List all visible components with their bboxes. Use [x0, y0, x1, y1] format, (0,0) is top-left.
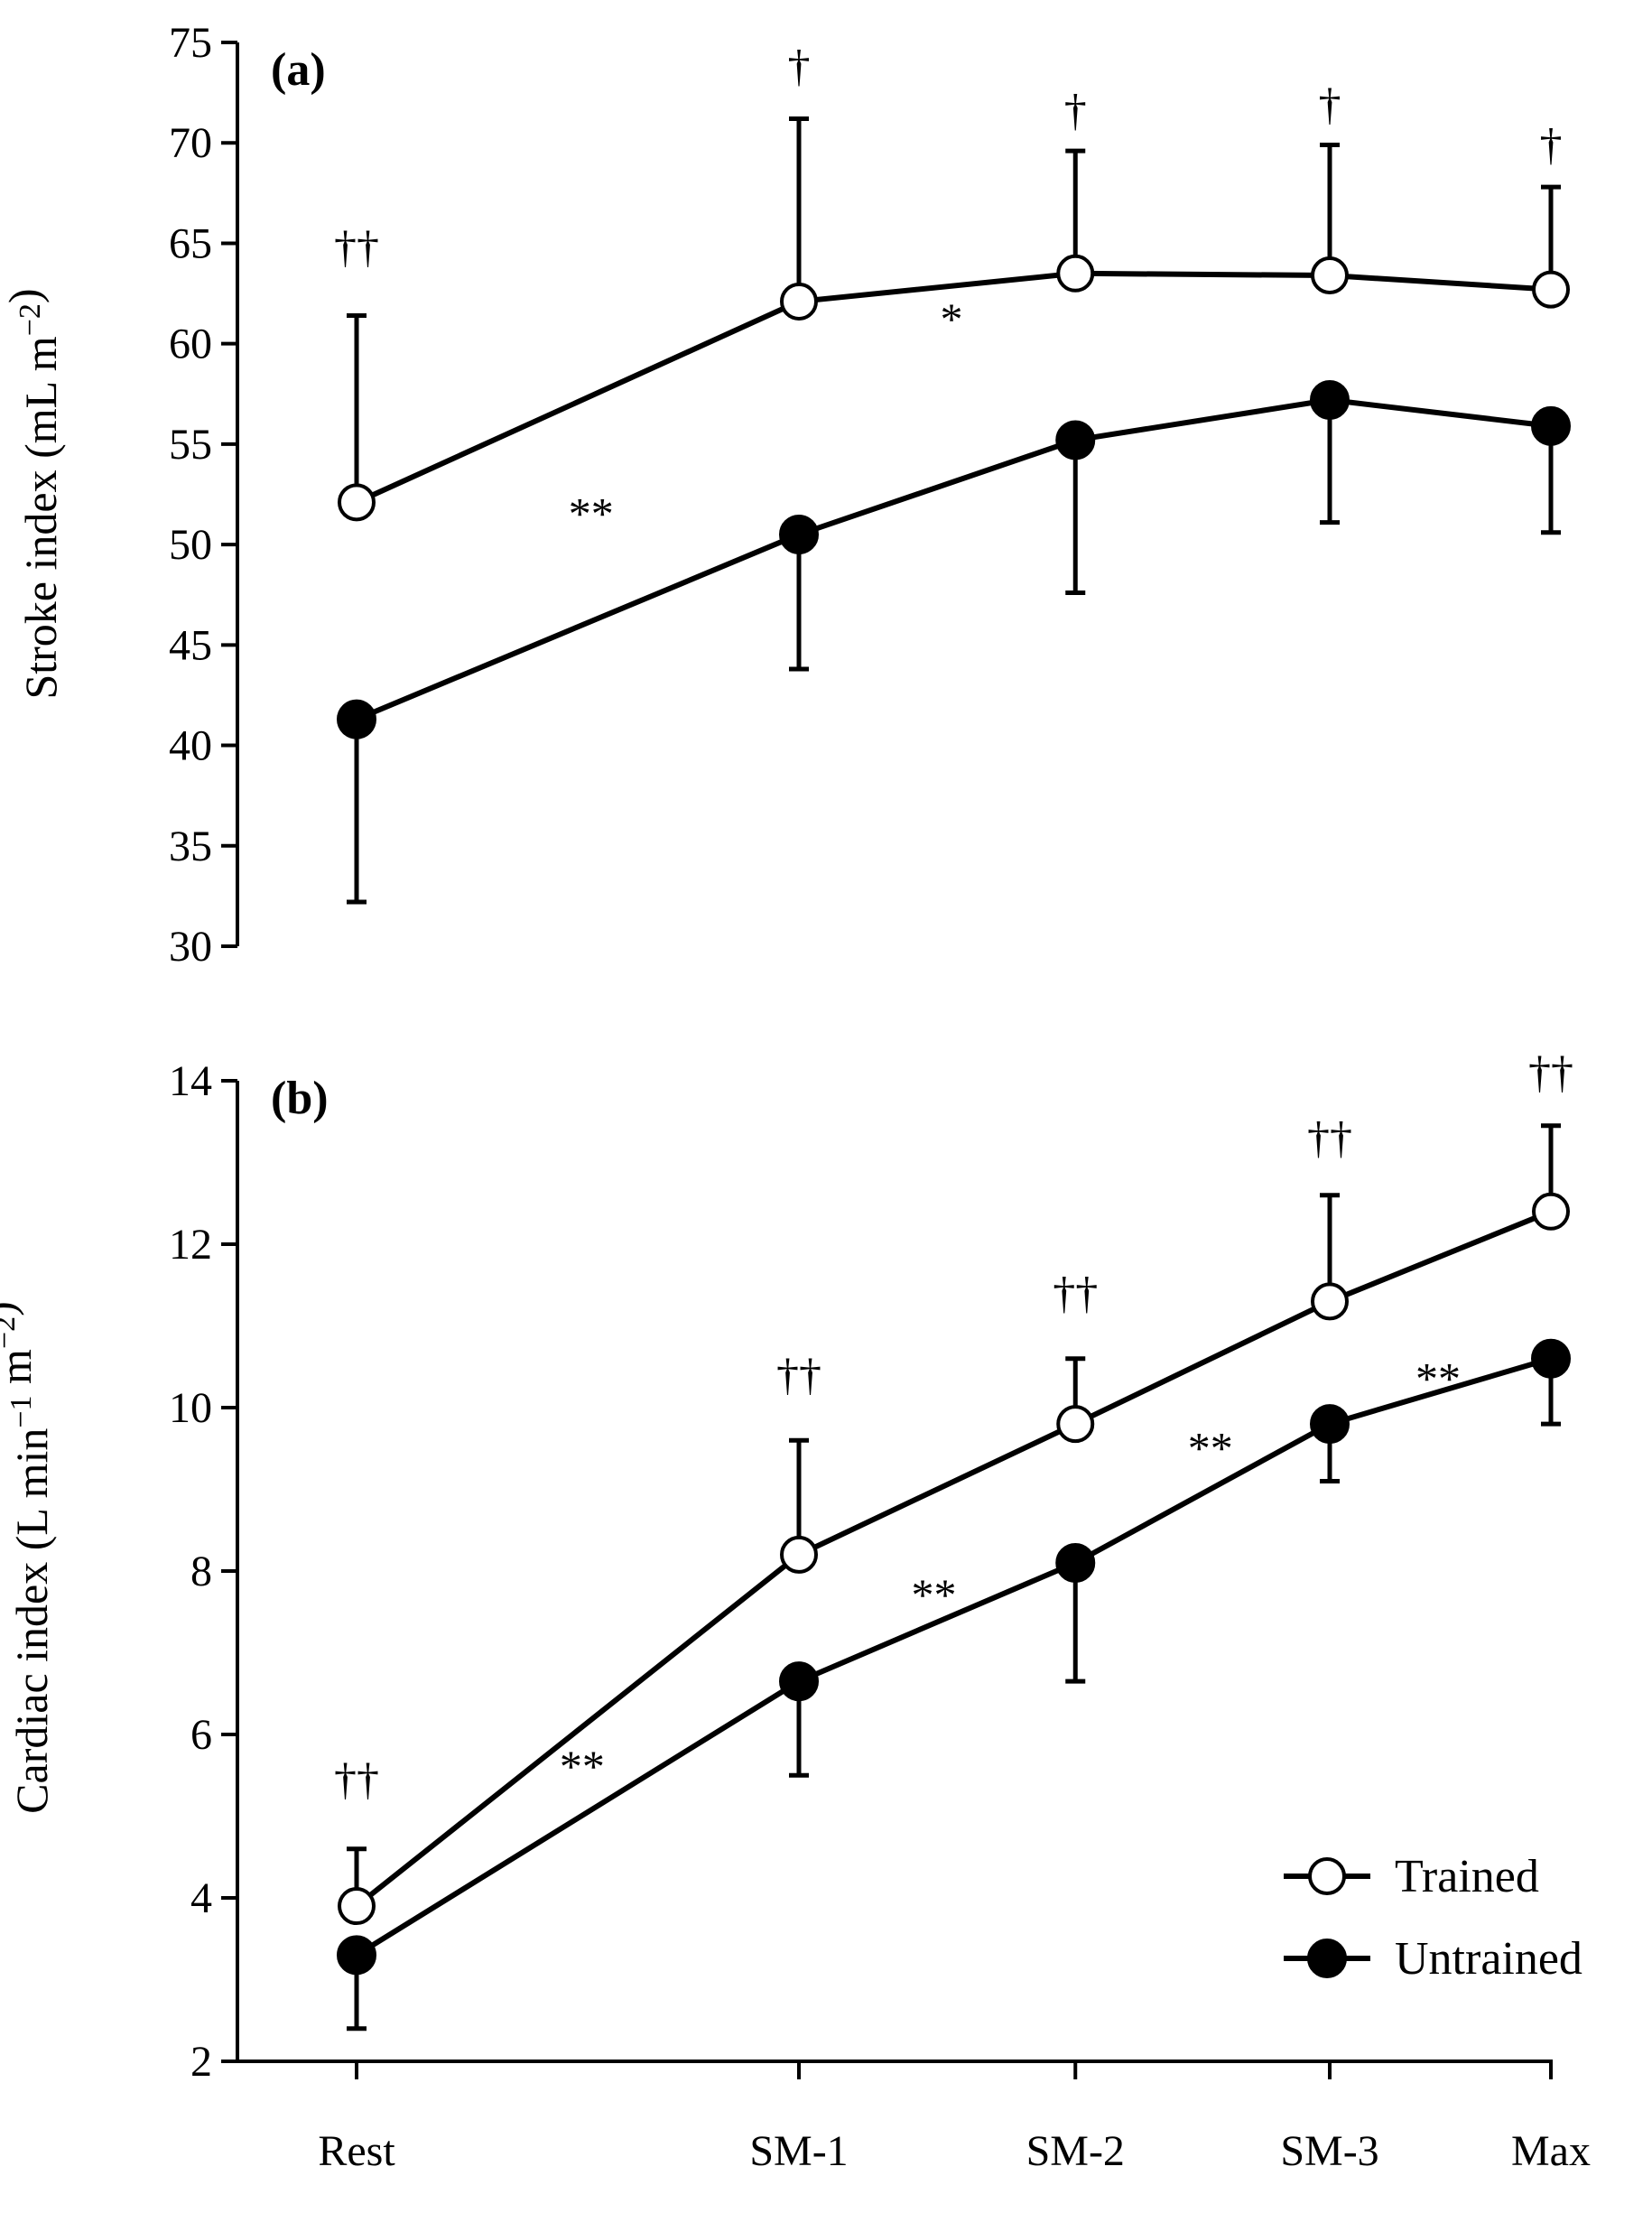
- data-point-open: [1311, 1282, 1349, 1321]
- x-tick-label: Rest: [318, 2127, 395, 2175]
- y-tick-label: 12: [169, 1221, 212, 1269]
- y-tick-label: 40: [169, 722, 212, 770]
- data-point-filled: [779, 1661, 819, 1702]
- data-point-open: [780, 282, 818, 321]
- panel-b: (b) 2 4 6 8 10 12 14 Cardiac index (L min−1 m−2)…: [0, 1046, 1591, 2175]
- significance-marker: **: [1188, 1422, 1233, 1473]
- y-axis-title: Stroke index (mL m−2): [0, 288, 66, 699]
- y-tick-label: 10: [169, 1384, 212, 1432]
- data-point-filled: [337, 1935, 376, 1976]
- data-point-filled: [337, 699, 376, 739]
- series-trained: [338, 116, 1570, 522]
- y-tick-label: 55: [169, 421, 212, 469]
- data-point-open: [1056, 254, 1095, 293]
- y-tick-label: 14: [169, 1057, 212, 1105]
- x-tick-label: SM-2: [1026, 2127, 1125, 2175]
- legend-marker-filled: [1307, 1939, 1347, 1978]
- y-tick-label: 65: [169, 219, 212, 267]
- y-axis-title: Cardiac index (L min−1 m−2): [0, 1301, 57, 1814]
- panel-label: (a): [271, 44, 326, 96]
- data-point-filled: [1531, 405, 1571, 446]
- legend: Trained Untrained: [1284, 1851, 1582, 1985]
- x-tick-label: Max: [1511, 2127, 1591, 2175]
- significance-marker: †: [1540, 118, 1563, 169]
- data-point-open: [1532, 1192, 1570, 1231]
- series-untrained: [337, 379, 1571, 905]
- y-tick-label: 60: [169, 321, 212, 368]
- series-line: [355, 1209, 1553, 1909]
- data-point-open: [1056, 1405, 1095, 1444]
- data-point-open: [338, 483, 376, 522]
- data-point-filled: [1310, 1404, 1350, 1445]
- series-line: [355, 1355, 1552, 1957]
- significance-marker: †: [1064, 85, 1087, 135]
- series-trained: [338, 1123, 1570, 1926]
- data-point-filled: [1531, 1338, 1571, 1379]
- panel-label: (b): [271, 1073, 329, 1124]
- legend-marker-open: [1308, 1857, 1346, 1895]
- data-point-filled: [1055, 1542, 1096, 1583]
- significance-marker: †: [1319, 79, 1341, 129]
- y-tick-label: 4: [190, 1874, 212, 1922]
- legend-label: Trained: [1395, 1851, 1539, 1902]
- y-tick-label: 50: [169, 521, 212, 569]
- data-point-open: [780, 1535, 818, 1574]
- x-tick-label: SM-3: [1280, 2127, 1378, 2175]
- y-tick-label: 30: [169, 923, 212, 971]
- y-tick-label: 6: [190, 1711, 212, 1759]
- legend-label: Untrained: [1395, 1933, 1582, 1985]
- data-point-open: [338, 1887, 376, 1926]
- significance-marker: †: [788, 41, 811, 91]
- data-point-open: [1311, 256, 1349, 295]
- significance-marker: *: [941, 293, 963, 344]
- x-tick-label: SM-1: [749, 2127, 848, 2175]
- y-tick-label: 75: [169, 19, 212, 67]
- significance-marker: **: [911, 1569, 956, 1620]
- y-tick-label: 35: [169, 823, 212, 870]
- significance-marker: ††: [1528, 1046, 1573, 1097]
- data-point-filled: [779, 514, 819, 554]
- y-tick-label: 2: [190, 2038, 212, 2086]
- series-line: [355, 396, 1552, 722]
- data-point-open: [1532, 270, 1570, 309]
- panel-a: (a) 30 35 40 45 50 55 60 65 70 75 Stroke index (mL …: [0, 19, 1571, 971]
- y-tick-label: 8: [190, 1548, 212, 1595]
- significance-marker: ††: [1053, 1267, 1098, 1317]
- significance-marker: **: [1415, 1353, 1461, 1403]
- significance-marker: ††: [776, 1349, 821, 1399]
- y-tick-label: 70: [169, 119, 212, 167]
- data-point-filled: [1310, 379, 1350, 420]
- significance-marker: **: [569, 488, 614, 539]
- y-tick-label: 45: [169, 621, 212, 669]
- series-untrained: [337, 1338, 1571, 2032]
- significance-marker: ††: [334, 1753, 379, 1804]
- significance-marker: ††: [1307, 1111, 1352, 1162]
- significance-marker: **: [560, 1741, 605, 1791]
- significance-marker: ††: [334, 221, 379, 272]
- data-point-filled: [1055, 420, 1096, 460]
